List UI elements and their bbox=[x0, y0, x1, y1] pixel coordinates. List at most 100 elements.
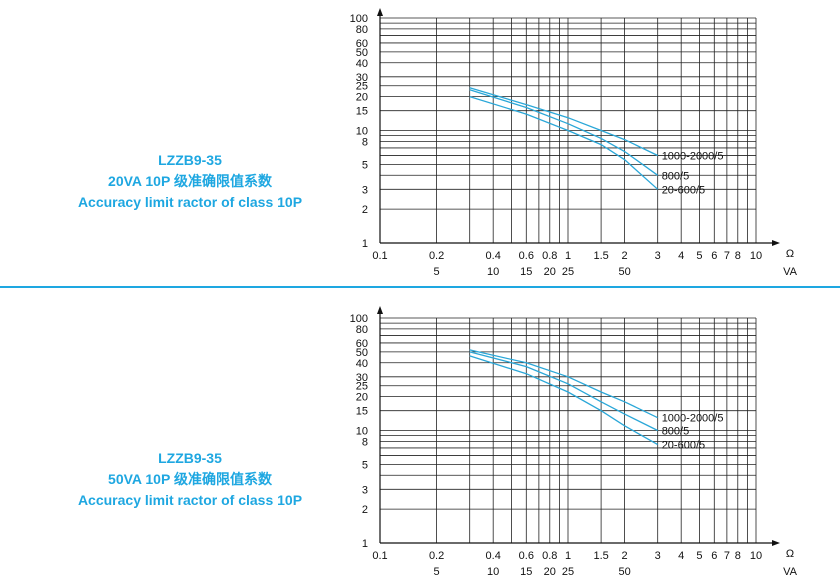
panel2-subtitle-en: Accuracy limit ractor of class 10P bbox=[77, 492, 303, 508]
x2-tick-label: 25 bbox=[562, 266, 574, 278]
x-tick-label: 0.4 bbox=[486, 550, 501, 562]
x-tick-label: 1 bbox=[565, 550, 571, 562]
x2-tick-label: 15 bbox=[520, 566, 532, 578]
x2-tick-label: 15 bbox=[520, 266, 532, 278]
y-tick-label: 15 bbox=[356, 406, 368, 418]
x2-tick-label: 25 bbox=[562, 566, 574, 578]
x-tick-label: 5 bbox=[696, 550, 702, 562]
x2-tick-label: 50 bbox=[618, 266, 630, 278]
x-tick-label: 2 bbox=[622, 250, 628, 262]
y-tick-label: 2 bbox=[362, 504, 368, 516]
x-tick-label: 8 bbox=[735, 550, 741, 562]
y-tick-label: 80 bbox=[356, 324, 368, 336]
x2-tick-label: 20 bbox=[544, 266, 556, 278]
y-tick-label: 20 bbox=[356, 392, 368, 404]
x-tick-label: 1.5 bbox=[593, 250, 608, 262]
x-tick-label: 10 bbox=[750, 550, 762, 562]
x-tick-label: 0.6 bbox=[519, 550, 534, 562]
x-tick-label: 0.2 bbox=[429, 550, 444, 562]
x-tick-label: 8 bbox=[735, 250, 741, 262]
y-tick-label: 20 bbox=[356, 92, 368, 104]
x-tick-label: 0.8 bbox=[542, 250, 557, 262]
y-tick-label: 5 bbox=[362, 159, 368, 171]
y-tick-label: 40 bbox=[356, 58, 368, 70]
x-tick-label: 0.1 bbox=[372, 250, 387, 262]
series-label: 800/5 bbox=[662, 170, 690, 182]
y-tick-label: 30 bbox=[356, 72, 368, 84]
x-tick-label: 0.6 bbox=[519, 250, 534, 262]
x-tick-label: 6 bbox=[711, 250, 717, 262]
y-tick-label: 2 bbox=[362, 204, 368, 216]
y-tick-label: 60 bbox=[356, 338, 368, 350]
series-line bbox=[469, 89, 659, 176]
x-axis-unit-va: VA bbox=[783, 566, 798, 578]
y-tick-label: 10 bbox=[356, 426, 368, 438]
y-tick-label: 1 bbox=[362, 538, 368, 550]
series-line bbox=[469, 95, 659, 190]
panel1-title: LZZB9-35 20VA 10P 级准确限值系数 Accuracy limit… bbox=[20, 150, 360, 213]
x-tick-label: 10 bbox=[750, 250, 762, 262]
x-axis-unit-ohm: Ω bbox=[786, 248, 794, 260]
x-axis-unit-ohm: Ω bbox=[786, 548, 794, 560]
x-axis-unit-va: VA bbox=[783, 266, 798, 278]
x-axis-arrow bbox=[772, 240, 780, 246]
x-tick-label: 0.1 bbox=[372, 550, 387, 562]
x-tick-label: 0.2 bbox=[429, 250, 444, 262]
y-tick-label: 50 bbox=[356, 347, 368, 359]
y-tick-label: 8 bbox=[362, 436, 368, 448]
y-tick-label: 25 bbox=[356, 381, 368, 393]
series-label: 20-600/5 bbox=[662, 184, 705, 196]
y-tick-label: 30 bbox=[356, 372, 368, 384]
y-tick-label: 80 bbox=[356, 24, 368, 36]
y-tick-label: 15 bbox=[356, 106, 368, 118]
y-tick-label: 3 bbox=[362, 184, 368, 196]
panel2-subtitle-cn: 50VA 10P 级准确限值系数 bbox=[108, 471, 272, 487]
x-tick-label: 1.5 bbox=[593, 550, 608, 562]
panel1-subtitle-en: Accuracy limit ractor of class 10P bbox=[77, 194, 303, 210]
x-axis-arrow bbox=[772, 540, 780, 546]
x-tick-label: 0.8 bbox=[542, 550, 557, 562]
x2-tick-label: 5 bbox=[434, 266, 440, 278]
series-line bbox=[469, 355, 659, 446]
series-label: 800/5 bbox=[662, 426, 690, 438]
y-tick-label: 60 bbox=[356, 38, 368, 50]
x-tick-label: 0.4 bbox=[486, 250, 501, 262]
x2-tick-label: 10 bbox=[487, 266, 499, 278]
y-tick-label: 100 bbox=[350, 313, 368, 325]
panel1-subtitle-cn: 20VA 10P 级准确限值系数 bbox=[108, 173, 272, 189]
y-tick-label: 100 bbox=[350, 13, 368, 25]
panel2-model: LZZB9-35 bbox=[158, 450, 222, 466]
x-tick-label: 5 bbox=[696, 250, 702, 262]
series-line bbox=[469, 349, 658, 419]
section-divider bbox=[0, 286, 840, 288]
y-tick-label: 3 bbox=[362, 484, 368, 496]
x-tick-label: 3 bbox=[655, 550, 661, 562]
y-axis-arrow bbox=[377, 306, 383, 314]
x2-tick-label: 50 bbox=[618, 566, 630, 578]
panel2-title: LZZB9-35 50VA 10P 级准确限值系数 Accuracy limit… bbox=[20, 448, 360, 511]
y-tick-label: 25 bbox=[356, 81, 368, 93]
x-tick-label: 2 bbox=[622, 550, 628, 562]
y-tick-label: 10 bbox=[356, 126, 368, 138]
series-label: 1000-2000/5 bbox=[662, 413, 724, 425]
series-line bbox=[469, 351, 658, 432]
x2-tick-label: 20 bbox=[544, 566, 556, 578]
y-tick-label: 8 bbox=[362, 136, 368, 148]
series-line bbox=[469, 87, 658, 157]
x-tick-label: 3 bbox=[655, 250, 661, 262]
x-tick-label: 7 bbox=[724, 250, 730, 262]
x-tick-label: 4 bbox=[678, 250, 684, 262]
y-tick-label: 50 bbox=[356, 47, 368, 59]
x-tick-label: 7 bbox=[724, 550, 730, 562]
series-label: 20-600/5 bbox=[662, 440, 705, 452]
series-label: 1000-2000/5 bbox=[662, 150, 724, 162]
panel1-model: LZZB9-35 bbox=[158, 152, 222, 168]
x2-tick-label: 5 bbox=[434, 566, 440, 578]
y-tick-label: 5 bbox=[362, 459, 368, 471]
y-tick-label: 40 bbox=[356, 358, 368, 370]
y-tick-label: 1 bbox=[362, 238, 368, 250]
x2-tick-label: 10 bbox=[487, 566, 499, 578]
y-axis-arrow bbox=[377, 8, 383, 16]
x-tick-label: 4 bbox=[678, 550, 684, 562]
